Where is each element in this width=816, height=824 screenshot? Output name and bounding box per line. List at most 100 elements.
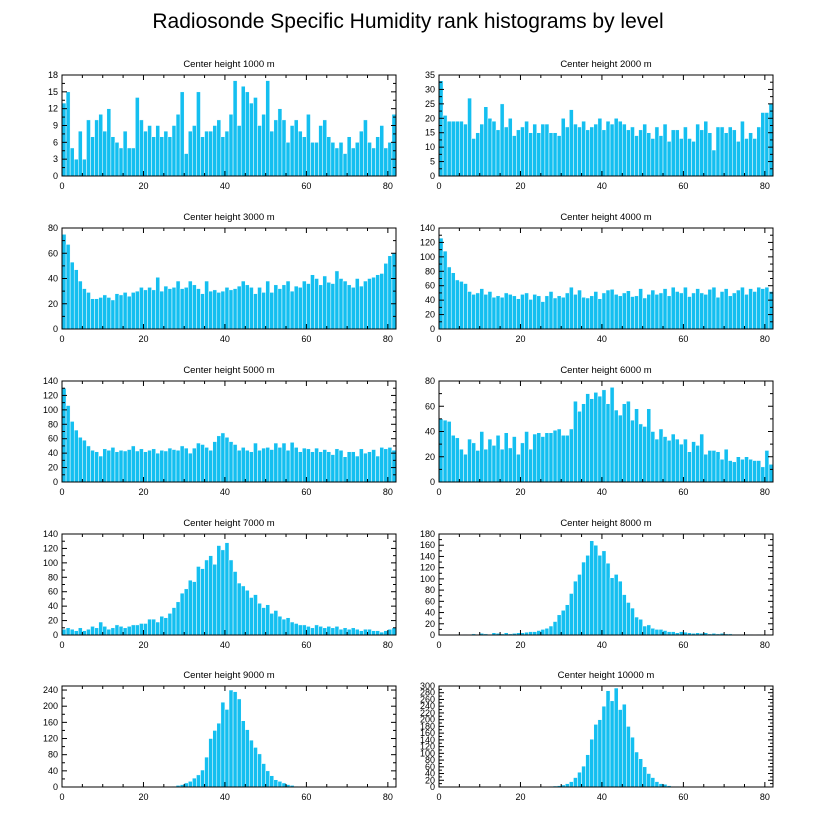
chart-panel: Center height 2000 m 0 20 40 60 80 0 5 10 15 20 25 3…: [389, 45, 797, 205]
histogram-bar: [520, 294, 525, 330]
histogram-bar: [670, 129, 676, 177]
chart-svg: Center height 6000 m 0 20 40 60 80 0 20 40 60 80: [425, 365, 774, 497]
histogram-bar: [597, 118, 603, 177]
x-tick-label: 20: [138, 181, 148, 191]
histogram-bar: [139, 287, 144, 330]
x-tick-label: 60: [678, 334, 688, 344]
histogram-bar: [293, 623, 299, 636]
x-tick-label: 20: [515, 792, 525, 802]
y-tick-label: 12: [48, 104, 58, 114]
y-tick-label: 20: [48, 616, 58, 626]
histogram-bar: [355, 628, 360, 636]
y-tick-label: 25: [425, 99, 435, 109]
histogram-bar: [744, 456, 749, 483]
histogram-bar: [367, 142, 372, 177]
histogram-bar: [593, 724, 599, 788]
histogram-bar: [732, 461, 737, 483]
histogram-bar: [654, 629, 660, 636]
histogram-bar: [147, 287, 152, 330]
histogram-bar: [212, 289, 218, 330]
histogram-bar: [228, 289, 234, 330]
histogram-bar: [212, 441, 218, 483]
histogram-bar: [86, 628, 91, 636]
histogram-bar: [654, 781, 660, 788]
histogram-bar: [507, 294, 513, 330]
histogram-bar: [540, 123, 546, 177]
histogram-bar: [155, 276, 161, 330]
x-tick-label: 40: [220, 334, 230, 344]
chart-panel: Center height 9000 m 0 20 40 60 80 0 40 80 120 160…: [12, 656, 420, 816]
histogram-bar: [130, 445, 136, 483]
histogram-bar: [224, 287, 230, 330]
x-tick-label: 40: [220, 181, 230, 191]
histogram-bar: [679, 631, 684, 636]
histogram-bar: [69, 628, 75, 636]
histogram-bar: [208, 290, 213, 330]
histogram-bar: [310, 451, 315, 483]
histogram-bar: [556, 295, 562, 330]
histogram-bar: [597, 298, 603, 330]
histogram-bar: [756, 460, 762, 483]
histogram-bar: [273, 284, 279, 330]
histogram-bar: [613, 687, 619, 788]
histogram-bar: [200, 293, 205, 330]
histogram-bar: [516, 129, 521, 177]
histogram-bar: [487, 291, 493, 330]
histogram-bar: [463, 453, 468, 483]
histogram-bar: [240, 585, 246, 636]
histogram-bar: [212, 730, 218, 788]
histogram-bar: [236, 125, 242, 177]
histogram-bar: [232, 691, 238, 788]
histogram-bar: [118, 147, 124, 177]
histogram-bar: [459, 120, 464, 177]
histogram-bar: [224, 437, 230, 483]
histogram-bar: [130, 292, 136, 330]
histogram-bar: [249, 451, 254, 483]
histogram-bar: [613, 409, 619, 483]
histogram-bar: [236, 285, 242, 330]
histogram-bar: [232, 80, 238, 177]
histogram-bar: [151, 618, 156, 636]
histogram-bar: [257, 125, 262, 177]
histogram-bar: [622, 703, 627, 788]
histogram-bar: [524, 120, 529, 177]
histogram-bar: [719, 126, 725, 177]
histogram-bar: [265, 280, 270, 330]
histogram-bar: [281, 782, 287, 788]
x-tick-label: 60: [301, 792, 311, 802]
y-tick-label: 40: [425, 608, 435, 618]
y-tick-label: 0: [53, 324, 58, 334]
histogram-bar: [135, 624, 140, 636]
histogram-bar: [691, 141, 696, 177]
histogram-bar: [520, 126, 525, 177]
y-tick-label: 20: [48, 299, 58, 309]
histogram-bar: [459, 448, 464, 483]
histogram-bar: [183, 588, 189, 636]
histogram-bar: [208, 738, 213, 788]
histogram-bar: [314, 624, 319, 636]
histogram-bar: [65, 627, 71, 636]
histogram-bar: [565, 783, 570, 788]
histogram-bar: [330, 142, 336, 177]
histogram-bar: [151, 448, 156, 483]
histogram-bar: [512, 436, 517, 483]
histogram-bar: [94, 627, 99, 636]
histogram-bar: [130, 147, 136, 177]
histogram-bar: [503, 432, 509, 483]
histogram-bar: [544, 123, 550, 177]
histogram-bar: [65, 405, 71, 483]
histogram-bar: [338, 278, 344, 330]
y-tick-label: 80: [425, 266, 435, 276]
histogram-bar: [135, 450, 140, 483]
histogram-bar: [310, 142, 315, 177]
histogram-bar: [552, 621, 558, 636]
histogram-bar: [740, 286, 745, 330]
histogram-bar: [118, 450, 124, 483]
histogram-bar: [613, 118, 619, 177]
histogram-bar: [585, 393, 590, 483]
histogram-bar: [171, 125, 177, 177]
histogram-bar: [654, 126, 660, 177]
histogram-bar: [257, 450, 262, 483]
histogram-bar: [646, 408, 652, 483]
histogram-bar: [638, 129, 643, 177]
